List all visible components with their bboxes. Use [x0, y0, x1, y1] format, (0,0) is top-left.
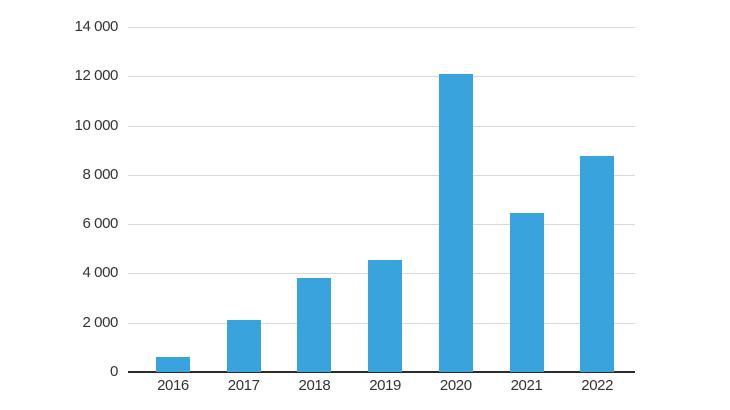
x-tick-label: 2020 [439, 377, 472, 394]
bar-2016 [156, 357, 190, 372]
bar-2018 [297, 278, 332, 372]
x-axis-line [128, 371, 635, 373]
y-tick-label: 2 000 [82, 313, 118, 331]
gridline [128, 27, 635, 28]
bar-2022 [580, 156, 615, 372]
x-tick-label: 2017 [227, 377, 260, 394]
gridline [128, 125, 635, 127]
x-tick-label: 2021 [510, 377, 543, 394]
bar-2020 [438, 73, 473, 372]
gridline [128, 174, 635, 176]
x-tick-label: 2022 [581, 377, 614, 394]
y-tick-label: 0 [110, 363, 118, 380]
bar-2019 [368, 259, 403, 372]
y-tick-label: 12 000 [74, 67, 119, 85]
x-tick-label: 2019 [369, 377, 401, 394]
bar-2017 [226, 320, 261, 372]
gridline [128, 224, 635, 226]
y-tick-label: 6 000 [82, 215, 118, 233]
y-tick-label: 8 000 [82, 165, 118, 183]
y-tick-label: 10 000 [74, 116, 119, 134]
x-tick-label: 2016 [157, 377, 189, 394]
gridline [128, 76, 635, 78]
y-tick-label: 4 000 [82, 264, 118, 282]
y-tick-label: 14 000 [74, 18, 119, 35]
x-tick-label: 2018 [298, 377, 331, 394]
bar-2021 [509, 213, 544, 372]
